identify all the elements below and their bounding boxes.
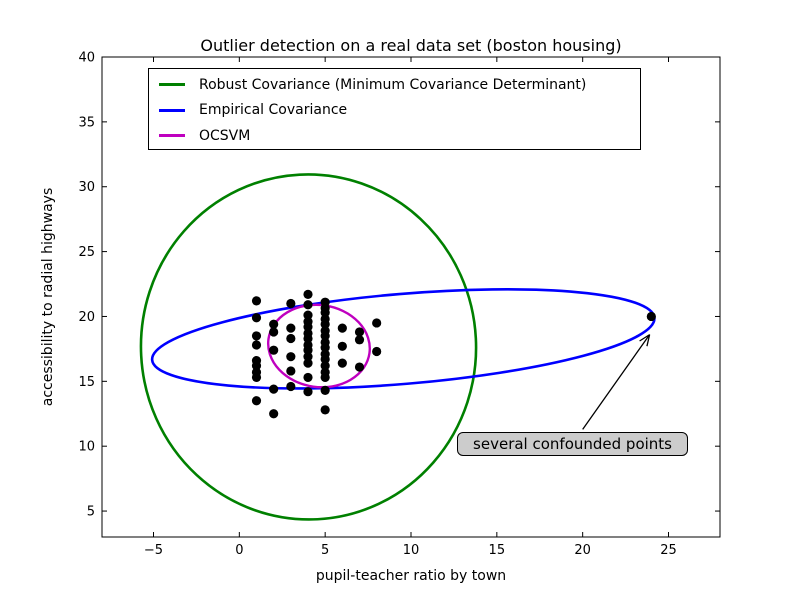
legend-label-robust-covariance: Robust Covariance (Minimum Covariance De… [199,76,587,93]
y-tick-label: 30 [78,180,95,195]
robust-covariance-contour [139,173,478,521]
data-point [354,335,365,345]
legend-label-empirical-covariance: Empirical Covariance [199,102,348,119]
data-point [646,311,656,322]
scatter-points [251,289,656,419]
axis-ticks: −5 0 5 10 15 20 25 5 10 15 20 25 30 35 40 [78,51,720,558]
data-point [286,352,296,362]
data-point [251,313,262,323]
y-tick-label: 40 [78,51,95,66]
y-tick-label: 10 [78,440,95,455]
empirical-covariance-contour [150,288,656,390]
data-point [286,381,296,392]
data-point [320,319,330,329]
x-tick-label: 25 [660,543,677,558]
data-point [251,396,262,406]
ocsvm-contour [266,303,371,389]
legend-line-ocsvm [159,134,185,138]
data-point [251,340,262,350]
x-tick-label: 15 [489,543,506,558]
data-point [372,318,382,328]
annotation-text: several confounded points [473,435,673,454]
data-point [269,327,279,337]
annotation-arrow [582,334,651,430]
x-tick-label: 20 [574,543,591,558]
data-point [372,346,382,357]
legend-label-ocsvm: OCSVM [199,127,251,144]
data-point [269,345,279,355]
data-point [320,331,330,341]
data-point [303,387,313,397]
y-tick-label: 5 [87,505,95,520]
data-point [251,296,262,306]
data-point [303,333,313,344]
data-point [251,331,262,341]
data-point [251,361,262,371]
data-point [303,300,313,310]
y-tick-label: 25 [78,245,95,260]
x-tick-label: −5 [144,543,163,558]
arrow-shaft [582,334,651,430]
data-point [269,409,279,419]
legend-line-robust-covariance [159,83,185,87]
data-point [354,362,365,372]
data-point [286,323,296,333]
data-point [320,385,330,396]
covariance-contours [139,173,656,521]
data-point [286,333,296,344]
y-tick-label: 35 [78,115,95,130]
x-tick-label: 10 [403,543,420,558]
y-tick-label: 20 [78,310,95,325]
data-point [320,405,330,415]
data-point [337,358,347,368]
data-point [320,307,330,318]
legend-entry-empirical-covariance: Empirical Covariance [149,98,640,124]
data-point [303,372,313,383]
data-point [320,361,330,371]
data-point [303,358,313,368]
data-point [286,298,296,309]
data-point [303,352,313,362]
data-point [251,372,262,383]
arrow-head [639,334,650,342]
annotation-callout: several confounded points [457,432,689,457]
data-point [303,289,313,300]
data-point [303,322,313,332]
data-point [303,345,313,355]
data-point [320,342,330,353]
legend-entry-ocsvm: OCSVM [149,123,640,149]
data-point [337,341,347,351]
legend-line-empirical-covariance [159,108,185,112]
legend-entry-robust-covariance: Robust Covariance (Minimum Covariance De… [149,72,640,98]
data-point [269,319,279,329]
x-axis-label: pupil-teacher ratio by town [315,568,507,584]
x-tick-label: 0 [235,543,243,558]
y-tick-label: 15 [78,375,95,390]
data-point [320,354,330,364]
x-tick-label: 5 [321,543,329,558]
y-axis-label: accessibility to radial highways [40,187,56,407]
data-point [303,310,313,320]
legend-box: Robust Covariance (Minimum Covariance De… [148,68,641,150]
chart-title: Outlier detection on a real data set (bo… [200,36,622,55]
data-point [286,366,296,376]
data-point [320,372,330,383]
arrow-head [646,334,651,347]
data-point [354,327,365,337]
data-point [269,384,279,394]
data-point [337,323,347,333]
